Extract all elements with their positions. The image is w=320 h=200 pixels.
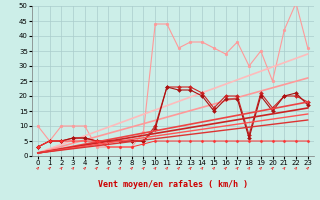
X-axis label: Vent moyen/en rafales ( km/h ): Vent moyen/en rafales ( km/h ) — [98, 180, 248, 189]
